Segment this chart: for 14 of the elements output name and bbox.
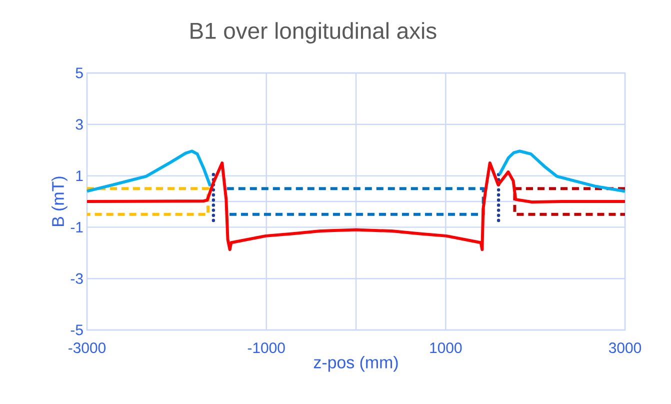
y-tick-label: -3 bbox=[70, 273, 83, 284]
line-series bbox=[86, 161, 627, 252]
y-axis-title: B (mT) bbox=[52, 176, 68, 226]
x-tick-label: -3000 bbox=[68, 342, 106, 354]
x-tick-label: -1000 bbox=[248, 342, 285, 354]
x-tick-label: 1000 bbox=[430, 342, 462, 354]
x-tick-label: 3000 bbox=[608, 342, 642, 354]
chart-title: B1 over longitudinal axis bbox=[190, 22, 436, 44]
y-tick-label: 1 bbox=[76, 170, 83, 181]
x-axis-title: z-pos (mm) bbox=[314, 356, 398, 372]
y-tick-label: -1 bbox=[70, 222, 83, 232]
y-tick-label: -5 bbox=[70, 324, 83, 336]
y-tick-label: 3 bbox=[76, 119, 83, 130]
y-tick-label: 5 bbox=[76, 68, 83, 78]
